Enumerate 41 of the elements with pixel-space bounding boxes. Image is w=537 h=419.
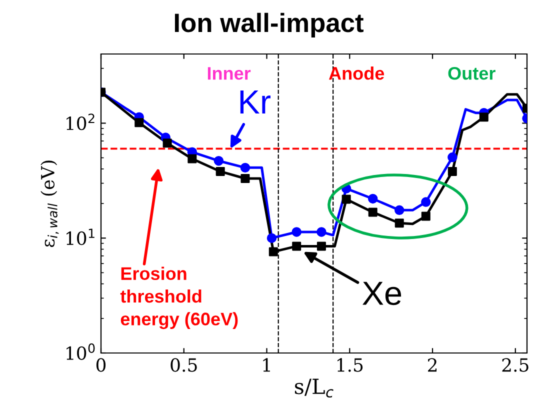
annotation: Inner: [208, 67, 251, 80]
point: [316, 227, 326, 237]
y-tick-label: 10$^{1}$: [66, 228, 94, 246]
annotation: Kr: [240, 90, 270, 114]
x-tick-label: 2: [428, 358, 436, 372]
point: [316, 242, 326, 251]
point: [240, 162, 250, 173]
point: [268, 247, 278, 256]
point: [188, 154, 197, 164]
y-tick-label: 10$^{0}$: [66, 343, 95, 360]
point: [342, 194, 351, 204]
point: [368, 194, 378, 204]
point: [394, 205, 404, 216]
y-tick-label: 10$^{2}$: [66, 114, 94, 130]
point: [216, 166, 225, 176]
point: [214, 156, 224, 166]
point: [448, 152, 458, 162]
point: [292, 227, 302, 237]
point: [448, 166, 457, 176]
annotation: Anode: [328, 66, 384, 80]
x-tick-label: 1: [263, 358, 270, 372]
point: [421, 212, 430, 221]
point: [421, 197, 431, 207]
point: [368, 208, 378, 217]
x-axis-title: s/L$_{c}$: [294, 378, 334, 398]
x-tick-label: 0: [96, 358, 106, 372]
chart-title: Ion wall-impact: [174, 12, 364, 38]
point: [292, 242, 302, 251]
point: [266, 233, 277, 243]
x-tick-label: 1.5: [337, 358, 363, 372]
point: [134, 118, 144, 128]
y-axis-title: ε$_{i,wall}$ (eV): [40, 160, 59, 248]
annotation: Xe: [362, 282, 402, 306]
point: [240, 174, 250, 184]
point: [479, 112, 488, 122]
point: [394, 218, 404, 228]
x-tick-label: 2.5: [502, 358, 528, 372]
point: [162, 138, 172, 148]
annotation: Erosion threshold energy (60eV): [120, 266, 238, 330]
x-tick-label: 0.5: [170, 358, 197, 372]
annotation: Outer: [448, 66, 496, 80]
